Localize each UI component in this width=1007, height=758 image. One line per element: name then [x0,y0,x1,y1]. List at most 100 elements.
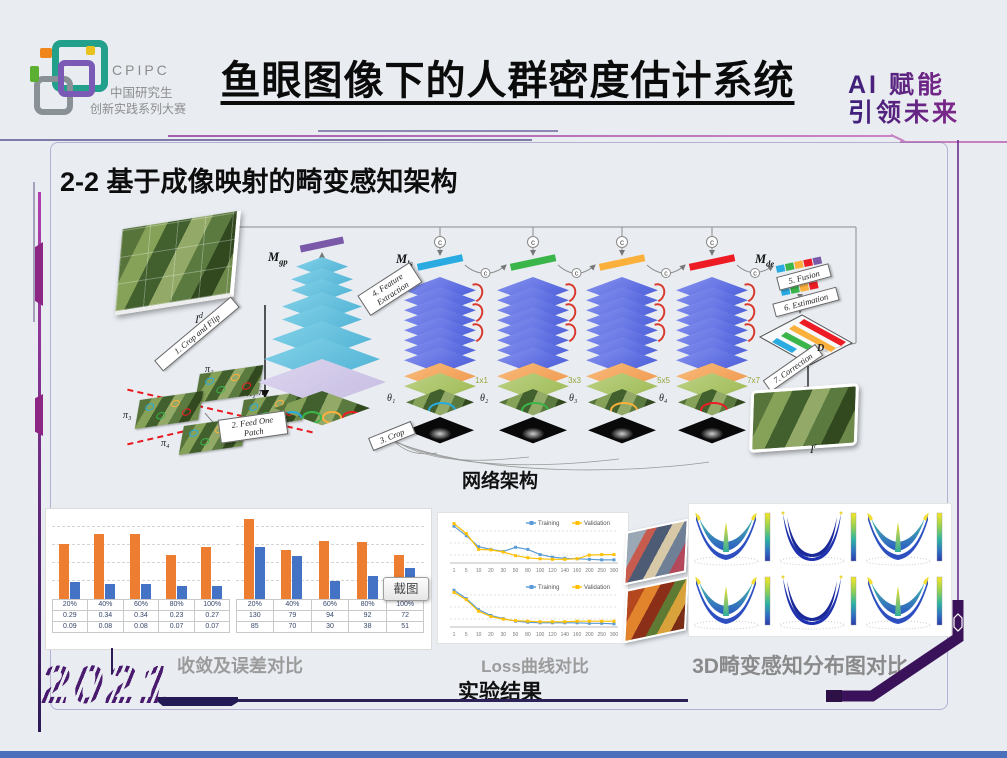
surface-inner [699,518,753,551]
header-divider-long [168,135,892,137]
table-cell: 0.08 [87,620,124,633]
output-image-label: Ir [810,441,817,456]
surface-tip [781,575,785,579]
right-edge-hex-icon [953,613,963,632]
legend-label: Validation [584,521,610,527]
fusion-input-bar [803,258,813,268]
concat-node [750,268,760,278]
base-grid [865,556,931,566]
x-tick-label: 140 [561,568,570,574]
data-marker [563,620,567,624]
surface-plot-normal [865,512,943,566]
bar-orange [281,550,291,599]
data-marker [575,621,579,625]
x-tick-label: 1 [453,632,456,638]
concat-node [434,236,446,248]
patch-label-pi3: π₃ [123,410,132,421]
content-frame [50,142,948,710]
header-divider-left [0,139,532,141]
table-cell: 51 [385,620,425,633]
gp-patch-image [274,391,370,426]
scale-feature-bar [509,254,557,271]
mde-base: M [755,252,767,266]
table-cell: 0.07 [158,620,195,633]
legend-marker [529,585,534,589]
surface-tip [839,511,843,515]
data-marker [514,619,518,623]
screenshot-tooltip-button[interactable]: 截图 [383,577,429,601]
loss-chart-top: 1 5 10 20 30 50 80 100 120 140 160 200 250 300 Trainin… [450,521,618,574]
colorbar [850,512,857,562]
base-grid [693,620,759,630]
data-marker [600,558,604,562]
concat-symbol: c [438,238,442,247]
bar-blue [105,584,115,599]
table-cell: 85 [235,620,275,633]
data-marker [501,617,505,621]
x-tick-label: 50 [513,632,519,638]
surface-tip [923,577,929,585]
sample-circle [610,402,638,416]
bar-blue [70,582,80,599]
distortion-strip [789,325,836,352]
loss-series-Validation [453,523,614,560]
surface-spike [895,522,901,552]
gridline [52,526,230,527]
density-map [499,417,567,444]
feature-tower-7x7: θ₄ 7x7 [659,277,760,473]
kernel-label: 5x5 [657,376,670,385]
theta-label: θ₃ [569,393,578,404]
data-marker [477,609,481,613]
surface-inner [871,582,925,615]
plane-label: D [817,343,825,354]
bar-orange [244,519,254,599]
density-map [406,417,474,444]
output-label-sup: r [813,441,817,450]
bar-panel-caption: 收敛及误差对比 [177,656,303,676]
surface-plot-normal [865,576,943,630]
bar-orange [130,534,140,599]
density-map [588,417,656,444]
concat-symbol: c [484,271,488,278]
x-tick-label: 30 [500,632,506,638]
left-edge-block-2 [35,394,43,436]
x-tick-label: 250 [598,568,607,574]
surface-tip [867,513,873,521]
table-row: 20% 40% 60% 80% 100% [235,598,425,611]
x-tick-label: 30 [500,568,506,574]
bar-orange [59,544,69,599]
bar-blue [212,586,222,599]
person-dot [181,407,192,417]
surface-inner [871,518,925,551]
scale-feature-bar [598,254,646,271]
bar-blue [368,576,378,599]
data-marker [612,553,616,557]
bar-table: 20% 40% 60% 80% 100% 130 79 94 92 72 85 70 30 38 51 [235,598,425,633]
person-dot [199,437,210,446]
header-divider-right [900,141,1007,143]
colorbar [936,512,943,562]
bar-chart-panel: 20% 40% 60% 80% 100% 0.29 0.34 0.34 0.23 0.27 0.09… [45,508,432,650]
legend-marker [575,521,580,525]
section-title: 2-2 基于成像映射的畸变感知架构 [60,167,458,197]
module-label-mgp: Mgp [268,250,288,267]
surface-spike [895,586,901,616]
loss-series-Training [453,589,615,625]
results-caption: 实验结果 [458,681,542,704]
concat-node [706,236,718,248]
left-edge-line [38,192,41,732]
bar-orange [319,541,329,599]
base-grid [865,620,931,630]
loss-series-Validation [453,591,614,623]
bar-orange [201,547,211,599]
bar-blue [177,586,187,599]
data-marker [612,622,616,626]
cpipc-logo: CPIPC 中国研究生 创新实践系列大赛 [28,40,188,132]
table-row: 85 70 30 38 51 [235,620,425,633]
person-dot [230,373,241,382]
bar-chart-error-rate: 20% 40% 60% 80% 100% 0.29 0.34 0.34 0.23 0.27 0.09… [51,513,231,639]
bottom-edge-bar [0,751,1007,758]
distortion-strip [799,319,846,346]
table-cell: 0.08 [122,620,160,633]
x-tick-label: 200 [585,632,594,638]
